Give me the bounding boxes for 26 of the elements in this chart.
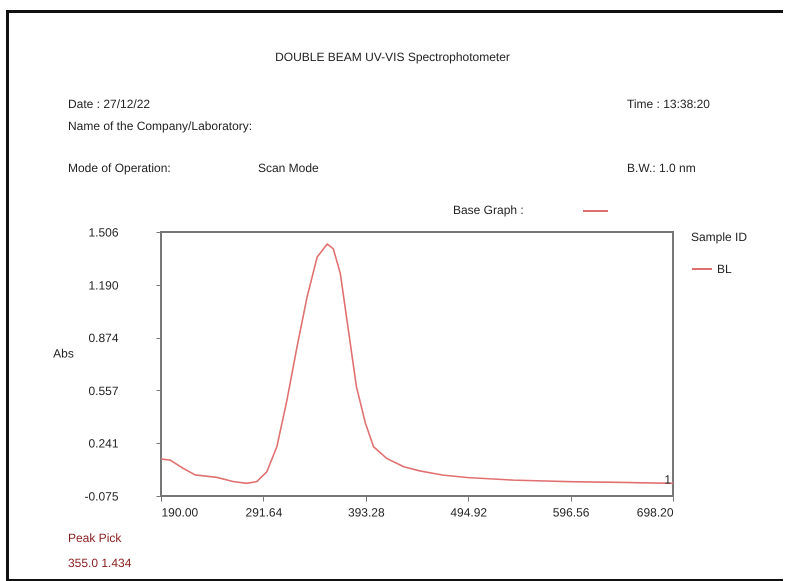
x-tick-label: 393.28: [348, 506, 385, 520]
x-tick-label: 291.64: [246, 506, 283, 520]
text: Base Graph :: [453, 203, 524, 217]
line-series: [161, 243, 673, 484]
x-tick-label: 596.56: [552, 506, 590, 520]
y-tick-label: 1.190: [88, 278, 119, 292]
y-tick-label: 0.874: [88, 331, 119, 346]
legend-label: BL: [717, 262, 732, 276]
text: Name of the Company/Laboratory:: [68, 119, 252, 133]
text: B.W.: 1.0 nm: [627, 161, 696, 175]
y-tick-label: 0.241: [88, 436, 119, 451]
y-tick-label: 0.557: [88, 384, 119, 398]
text: Time : 13:38:20: [627, 97, 710, 111]
legend-title: Sample ID: [691, 230, 748, 244]
chart-title: DOUBLE BEAM UV-VIS Spectrophotometer: [274, 50, 511, 64]
text: Peak Pick: [68, 531, 122, 545]
text: Mode of Operation:: [68, 161, 171, 175]
x-tick-label: 698.20: [636, 506, 674, 520]
x-tick-label: 494.92: [450, 506, 488, 520]
text: Date : 27/12/22: [68, 97, 150, 111]
x-tick-label: 190.00: [162, 506, 199, 520]
y-tick-label: 1.506: [88, 226, 119, 240]
y-axis-title: Abs: [53, 346, 74, 360]
text: 355.0 1.434: [68, 556, 132, 570]
text: Scan Mode: [258, 161, 319, 175]
y-tick-label: -0.075: [84, 490, 119, 504]
